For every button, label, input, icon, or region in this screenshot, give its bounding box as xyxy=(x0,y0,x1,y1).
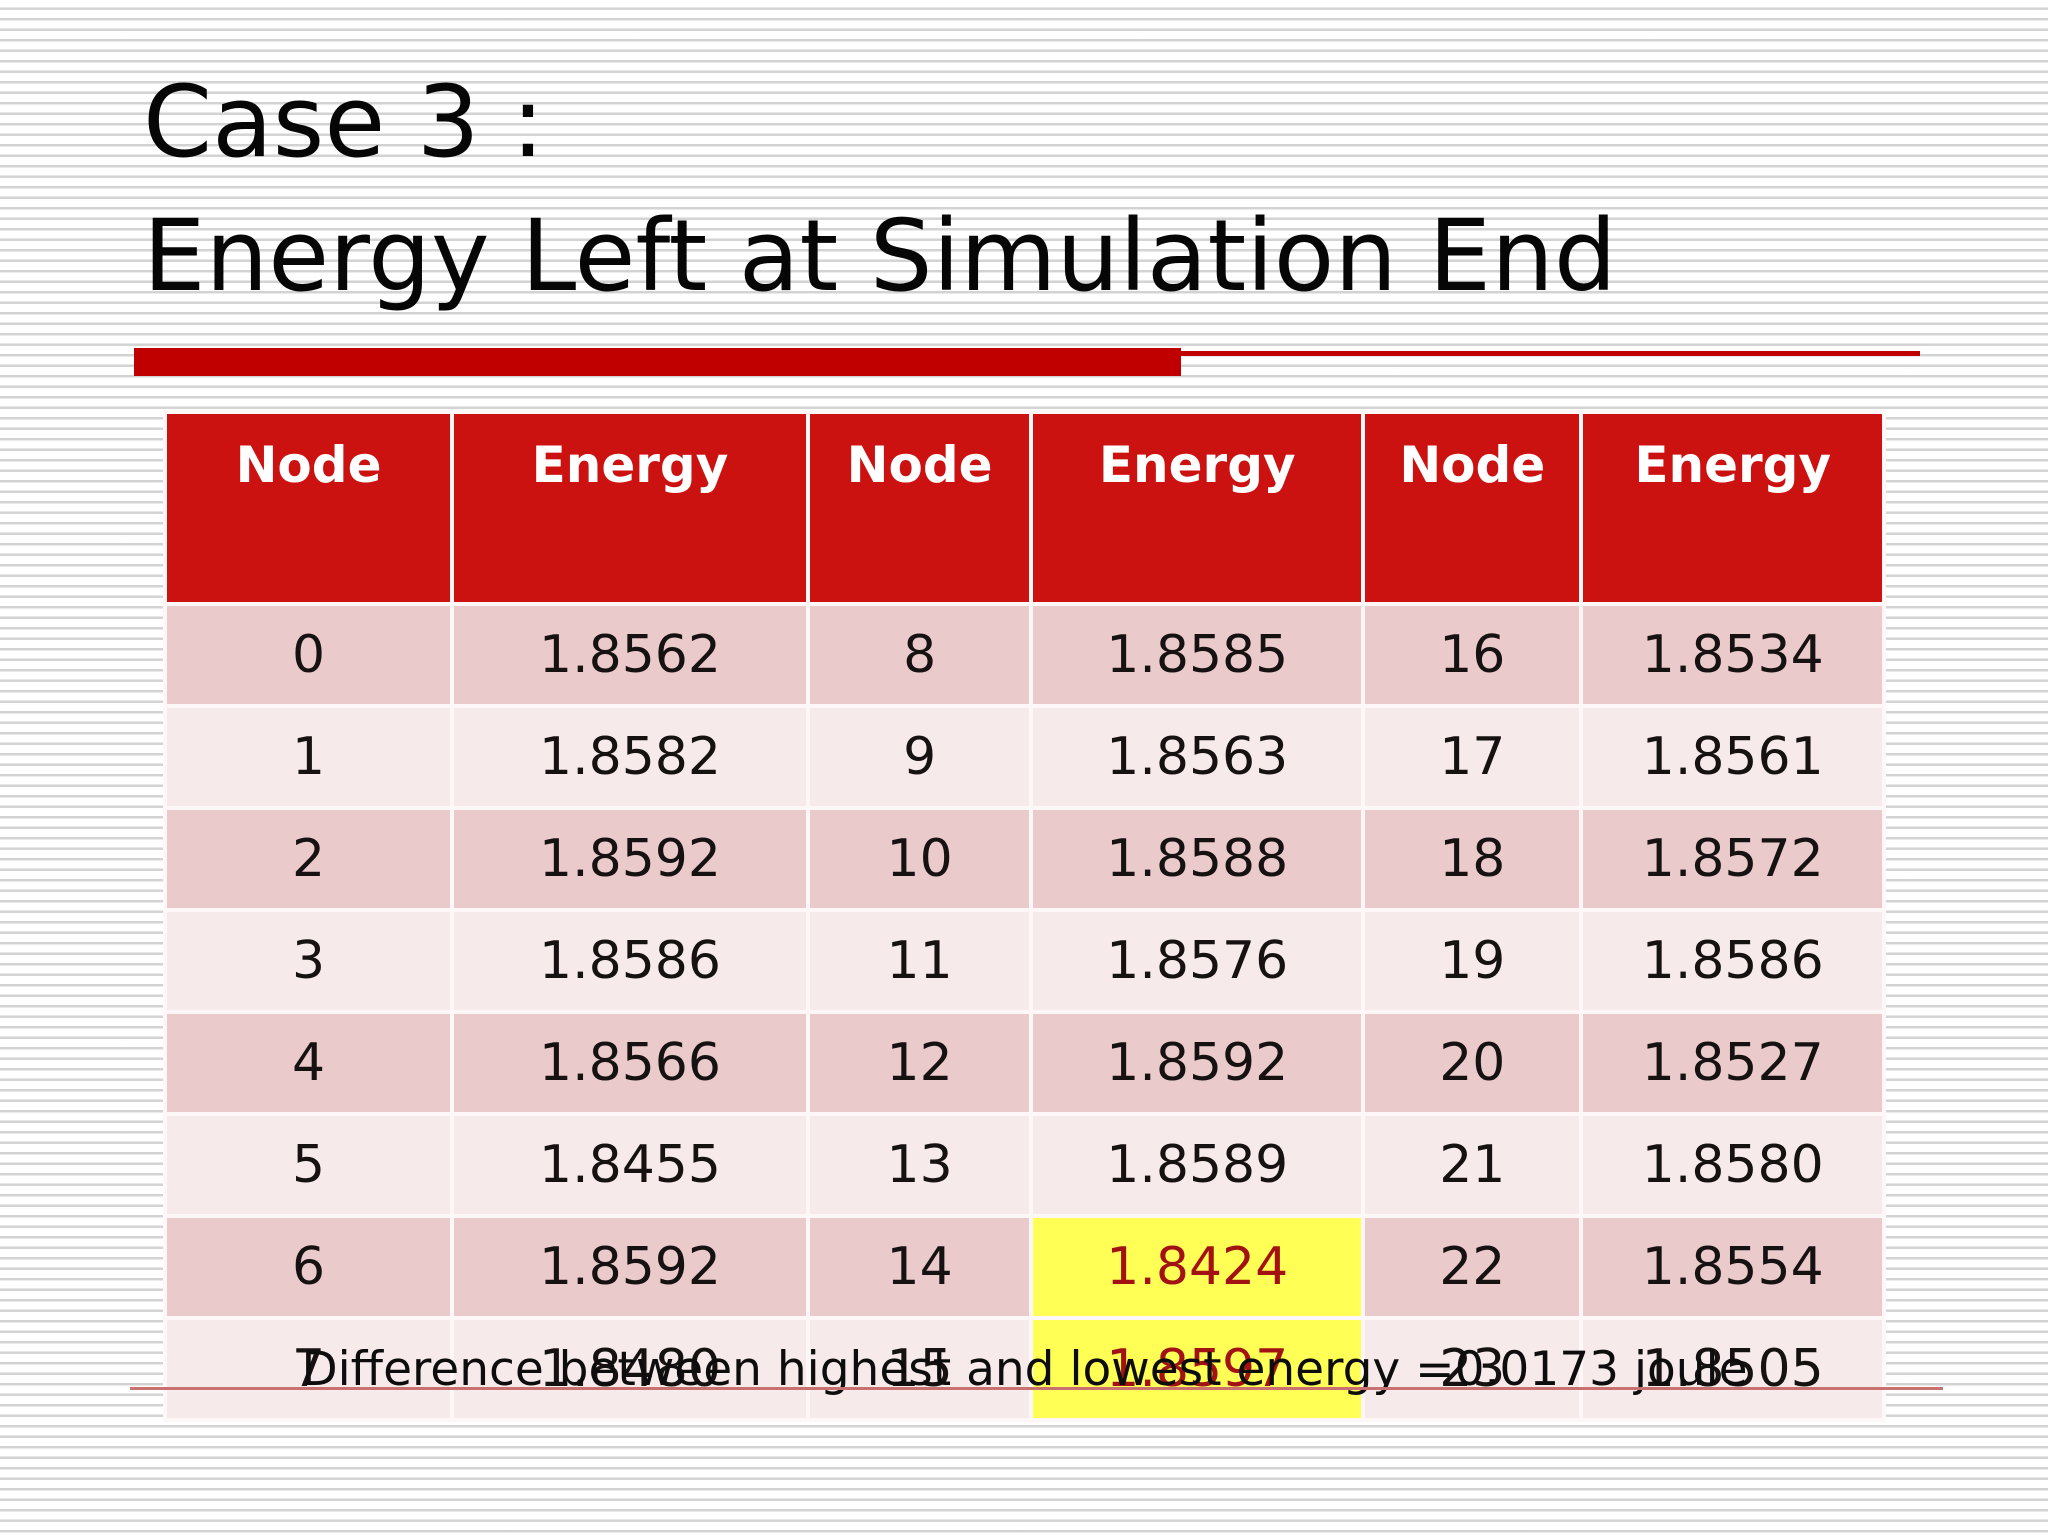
node-cell: 17 xyxy=(1361,704,1584,810)
node-cell: 19 xyxy=(1361,908,1584,1014)
header-cell-node: Node xyxy=(805,410,1034,606)
node-cell: 23 xyxy=(1361,1316,1584,1422)
node-cell: 2 xyxy=(162,806,455,912)
caption-underline xyxy=(130,1387,1943,1390)
header-cell-energy: Energy xyxy=(1029,410,1366,606)
energy-cell: 1.8455 xyxy=(450,1112,810,1218)
node-cell: 9 xyxy=(805,704,1034,810)
node-cell: 20 xyxy=(1361,1010,1584,1116)
node-cell: 15 xyxy=(805,1316,1034,1422)
table-row: 6 1.8592 14 1.8424 22 1.8554 xyxy=(162,1214,1886,1320)
node-cell: 12 xyxy=(805,1010,1034,1116)
slide-title-line2: Energy Left at Simulation End xyxy=(143,199,1617,314)
title-accent-bar xyxy=(134,348,1181,376)
node-cell: 5 xyxy=(162,1112,455,1218)
energy-cell: 1.8592 xyxy=(450,806,810,912)
energy-cell: 1.8572 xyxy=(1579,806,1886,912)
energy-cell: 1.8561 xyxy=(1579,704,1886,810)
header-cell-node: Node xyxy=(1361,410,1584,606)
energy-cell: 1.8585 xyxy=(1029,602,1366,708)
header-cell-energy: Energy xyxy=(1579,410,1886,606)
node-cell: 18 xyxy=(1361,806,1584,912)
energy-cell: 1.8592 xyxy=(450,1214,810,1320)
energy-cell: 1.8563 xyxy=(1029,704,1366,810)
node-cell: 6 xyxy=(162,1214,455,1320)
node-cell: 4 xyxy=(162,1010,455,1116)
node-cell: 3 xyxy=(162,908,455,1014)
node-cell: 7 xyxy=(162,1316,455,1422)
node-cell: 14 xyxy=(805,1214,1034,1320)
table-row: 3 1.8586 11 1.8576 19 1.8586 xyxy=(162,908,1886,1014)
node-cell: 13 xyxy=(805,1112,1034,1218)
energy-cell: 1.8580 xyxy=(1579,1112,1886,1218)
node-cell: 16 xyxy=(1361,602,1584,708)
table-row: 0 1.8562 8 1.8585 16 1.8534 xyxy=(162,602,1886,708)
slide-title: Case 3 : Energy Left at Simulation End xyxy=(143,56,1617,324)
energy-cell: 1.8582 xyxy=(450,704,810,810)
energy-cell: 1.8480 xyxy=(450,1316,810,1422)
energy-cell: 1.8566 xyxy=(450,1010,810,1116)
energy-cell: 1.8576 xyxy=(1029,908,1366,1014)
energy-cell: 1.8589 xyxy=(1029,1112,1366,1218)
node-cell: 21 xyxy=(1361,1112,1584,1218)
node-cell: 8 xyxy=(805,602,1034,708)
node-cell: 10 xyxy=(805,806,1034,912)
highlighted-energy-cell: 1.8597 xyxy=(1029,1316,1366,1422)
energy-cell: 1.8592 xyxy=(1029,1010,1366,1116)
energy-cell: 1.8562 xyxy=(450,602,810,708)
header-cell-energy: Energy xyxy=(450,410,810,606)
node-cell: 22 xyxy=(1361,1214,1584,1320)
energy-cell: 1.8588 xyxy=(1029,806,1366,912)
node-cell: 0 xyxy=(162,602,455,708)
table-row: 5 1.8455 13 1.8589 21 1.8580 xyxy=(162,1112,1886,1218)
table-row: 4 1.8566 12 1.8592 20 1.8527 xyxy=(162,1010,1886,1116)
node-cell: 11 xyxy=(805,908,1034,1014)
energy-cell: 1.8534 xyxy=(1579,602,1886,708)
table-row: 2 1.8592 10 1.8588 18 1.8572 xyxy=(162,806,1886,912)
slide-title-line1: Case 3 : xyxy=(143,65,545,180)
header-cell-node: Node xyxy=(162,410,455,606)
table-header-row: Node Energy Node Energy Node Energy xyxy=(162,410,1886,606)
energy-table: Node Energy Node Energy Node Energy 0 1.8562 8 1… xyxy=(162,410,1886,1422)
table-row: 1 1.8582 9 1.8563 17 1.8561 xyxy=(162,704,1886,810)
highlighted-energy-cell: 1.8424 xyxy=(1029,1214,1366,1320)
energy-cell: 1.8554 xyxy=(1579,1214,1886,1320)
energy-cell: 1.8586 xyxy=(1579,908,1886,1014)
node-cell: 1 xyxy=(162,704,455,810)
energy-cell: 1.8586 xyxy=(450,908,810,1014)
energy-cell: 1.8527 xyxy=(1579,1010,1886,1116)
